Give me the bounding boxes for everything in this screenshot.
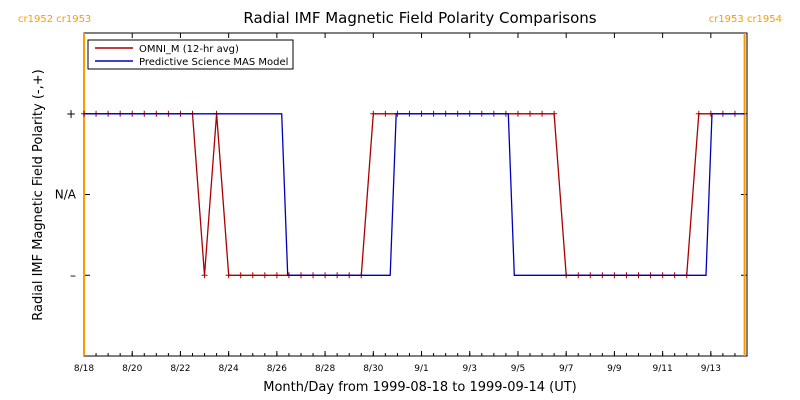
omni-data-point	[370, 110, 377, 117]
chart-title: Radial IMF Magnetic Field Polarity Compa…	[243, 9, 596, 27]
y-tick-label: N/A	[55, 188, 77, 202]
x-tick-label: 9/1	[414, 364, 428, 374]
omni-data-point	[225, 272, 232, 279]
legend: OMNI_M (12-hr avg) Predictive Science MA…	[87, 39, 294, 70]
legend-box	[87, 39, 294, 70]
x-tick-label: 8/24	[219, 364, 239, 374]
omni-data-point	[273, 272, 280, 279]
x-tick-label: 8/28	[315, 364, 335, 374]
x-tick-label: 9/9	[607, 364, 622, 374]
x-tick-label: 9/3	[463, 364, 477, 374]
x-tick-label: 8/20	[122, 364, 142, 374]
omni-data-point	[539, 110, 546, 117]
omni-data-point	[382, 110, 389, 117]
x-tick-label: 9/11	[653, 364, 673, 374]
plot-frame	[83, 32, 748, 357]
x-tick-label: 8/26	[267, 364, 287, 374]
omni-data-point	[527, 110, 534, 117]
x-tick-label: 9/5	[511, 364, 525, 374]
omni-data-point	[249, 272, 256, 279]
omni-series-line	[84, 113, 735, 276]
omni-data-point	[201, 272, 208, 279]
omni-data-point	[261, 272, 268, 279]
x-tick-label: 8/18	[74, 364, 94, 374]
x-tick-label: 9/13	[701, 364, 721, 374]
omni-data-point	[514, 110, 521, 117]
carrington-lines	[83, 33, 746, 356]
x-tick-label: 8/30	[363, 364, 383, 374]
legend-label-mas: Predictive Science MAS Model	[139, 57, 288, 68]
x-axis: 8/18 8/20 8/22 8/24 8/26 8/28 8/30 9/1 9/3 9/5 9/7…	[74, 33, 748, 374]
omni-data-point	[695, 110, 702, 117]
x-axis-label: Month/Day from 1999-08-18 to 1999-09-14 …	[263, 380, 576, 395]
carrington-label-right: cr1953 cr1954	[709, 14, 782, 25]
x-tick-label: 9/7	[559, 364, 573, 374]
y-tick-label: –	[70, 268, 76, 282]
omni-data-point	[551, 110, 558, 117]
y-axis-label: Radial IMF Magnetic Field Polarity (-,+)	[31, 69, 46, 320]
mas-series-line	[84, 113, 745, 276]
series-layer	[81, 110, 745, 279]
carrington-label-left: cr1952 cr1953	[18, 14, 91, 25]
y-tick-label: +	[66, 107, 76, 121]
legend-label-omni: OMNI_M (12-hr avg)	[139, 44, 239, 55]
omni-data-point	[237, 272, 244, 279]
y-axis: + N/A –	[55, 32, 747, 357]
x-tick-label: 8/22	[170, 364, 190, 374]
